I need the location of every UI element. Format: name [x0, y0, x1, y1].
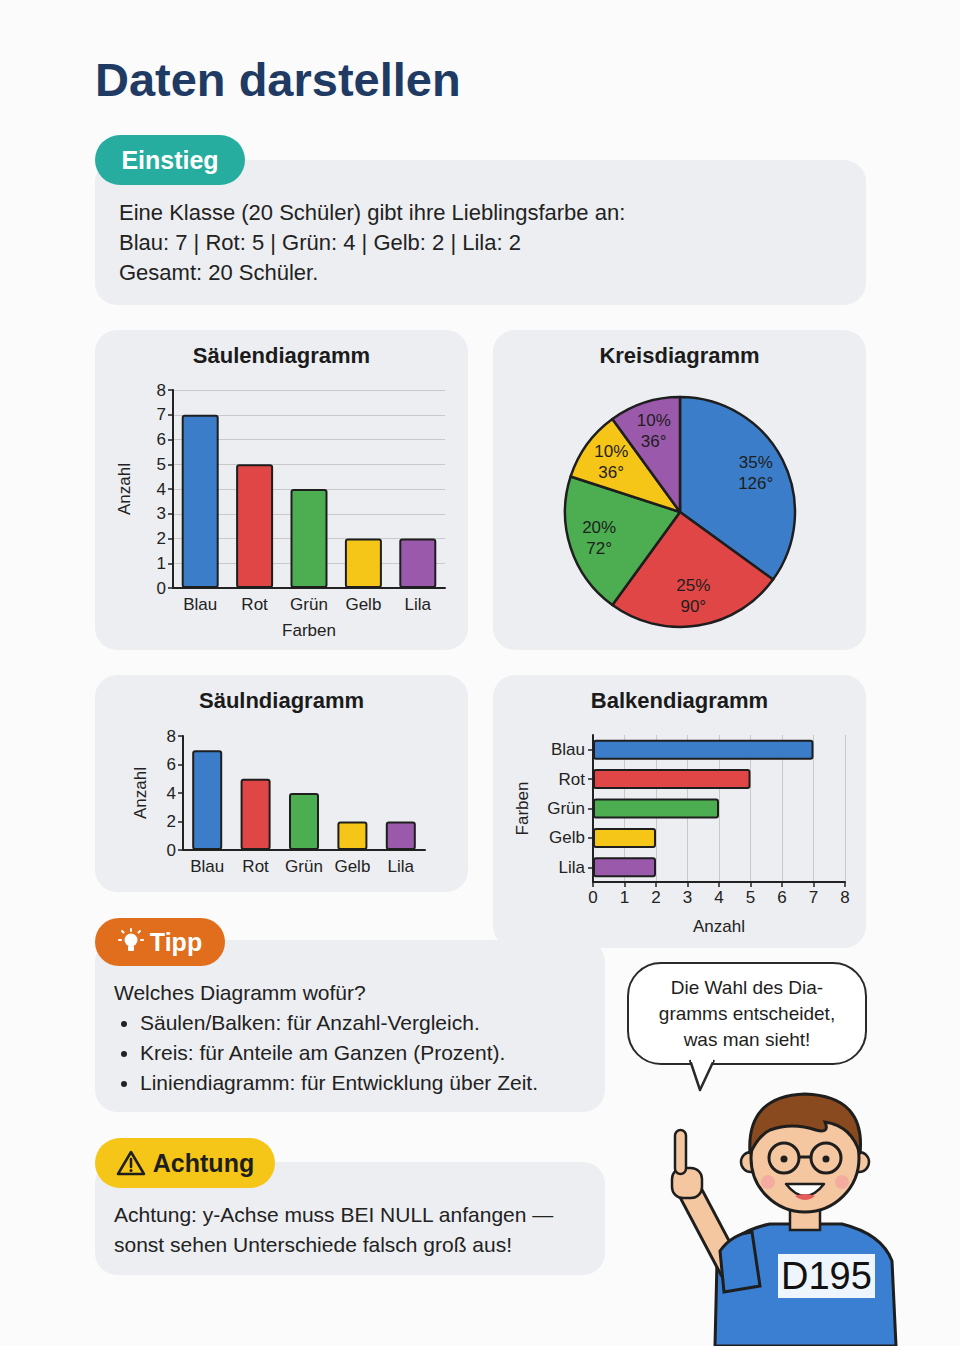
svg-text:Rot: Rot [242, 857, 269, 876]
svg-text:Lila: Lila [559, 858, 586, 877]
svg-text:10%: 10% [637, 411, 671, 430]
svg-text:Gelb: Gelb [549, 828, 585, 847]
svg-text:Gelb: Gelb [345, 595, 381, 614]
svg-text:2: 2 [651, 888, 660, 907]
html-text:Gesamt: 20 Schüler.: Gesamt: 20 Schüler. [119, 260, 319, 285]
svg-text:1: 1 [157, 554, 166, 573]
html-text:was man sieht!: was man sieht! [683, 1028, 811, 1050]
svg-text:4: 4 [157, 480, 166, 499]
html-text:Säulndiagramm: Säulndiagramm [199, 688, 364, 713]
html-text:Liniendiagramm: für Entwicklun: Liniendiagramm: für Entwicklung über Zei… [140, 1071, 538, 1094]
svg-text:Anzahl: Anzahl [115, 463, 134, 515]
svg-text:6: 6 [777, 888, 786, 907]
svg-text:0: 0 [157, 579, 166, 598]
svg-text:6: 6 [167, 755, 176, 774]
svg-text:5: 5 [746, 888, 755, 907]
svg-text:20%: 20% [582, 518, 616, 537]
html-text:Kreisdiagramm: Kreisdiagramm [599, 343, 760, 368]
svg-text:3: 3 [683, 888, 692, 907]
svg-text:3: 3 [157, 504, 166, 523]
html-text:Achtung: y-Achse muss BEI NULL: Achtung: y-Achse muss BEI NULL anfangen … [114, 1203, 554, 1226]
html-text:Eine Klasse (20 Schüler) gibt: Eine Klasse (20 Schüler) gibt ihre Liebl… [119, 200, 626, 225]
svg-text:Rot: Rot [241, 595, 268, 614]
svg-text:Grün: Grün [285, 857, 323, 876]
svg-text:2: 2 [157, 529, 166, 548]
html-text:Säulendiagramm: Säulendiagramm [192, 343, 371, 368]
html-text:Welches Diagramm wofür?: Welches Diagramm wofür? [114, 981, 366, 1004]
svg-text:Anzahl: Anzahl [693, 917, 745, 936]
svg-text:Lila: Lila [388, 857, 415, 876]
svg-text:8: 8 [157, 381, 166, 400]
html-text:Tipp: Tipp [149, 927, 203, 956]
svg-text:Gelb: Gelb [334, 857, 370, 876]
svg-text:6: 6 [157, 430, 166, 449]
svg-text:Blau: Blau [551, 740, 585, 759]
svg-text:Lila: Lila [405, 595, 432, 614]
svg-text:Farben: Farben [282, 621, 336, 640]
html-text:Kreis: für Anteile am Ganzen (: Kreis: für Anteile am Ganzen (Prozent). [140, 1041, 506, 1064]
svg-text:Blau: Blau [183, 595, 217, 614]
svg-text:Grün: Grün [547, 799, 585, 818]
html-text:D195: D195 [781, 1255, 872, 1297]
svg-text:0: 0 [167, 841, 176, 860]
svg-text:Farben: Farben [513, 782, 532, 836]
html-text:Säulen/Balken: für Anzahl-Verg: Säulen/Balken: für Anzahl-Vergleich. [140, 1011, 480, 1034]
svg-text:Anzahl: Anzahl [131, 767, 150, 819]
html-text:gramms entscheidet,: gramms entscheidet, [658, 1002, 836, 1024]
svg-text:0: 0 [588, 888, 597, 907]
svg-text:25%: 25% [676, 576, 710, 595]
html-text:sonst sehen Unterschiede falsc: sonst sehen Unterschiede falsch groß aus… [114, 1233, 512, 1256]
svg-text:5: 5 [157, 455, 166, 474]
svg-text:4: 4 [714, 888, 723, 907]
html-text:Achtung: Achtung [152, 1148, 255, 1177]
svg-text:Rot: Rot [559, 770, 586, 789]
svg-text:90°: 90° [680, 597, 706, 616]
html-text:Blau: 7 | Rot: 5 | Grün: 4 | G: Blau: 7 | Rot: 5 | Grün: 4 | Gelb: 2 | L… [119, 230, 521, 255]
svg-text:2: 2 [167, 812, 176, 831]
svg-text:10%: 10% [594, 442, 628, 461]
html-text:Die Wahl des Dia-: Die Wahl des Dia- [670, 976, 824, 998]
svg-text:8: 8 [840, 888, 849, 907]
svg-text:72°: 72° [586, 539, 612, 558]
svg-text:4: 4 [167, 784, 176, 803]
svg-text:36°: 36° [598, 463, 624, 482]
html-text:Einstieg: Einstieg [121, 145, 219, 174]
svg-text:7: 7 [809, 888, 818, 907]
html-text:Daten darstellen: Daten darstellen [95, 53, 461, 106]
svg-text:8: 8 [167, 727, 176, 746]
svg-text:Grün: Grün [290, 595, 328, 614]
svg-text:7: 7 [157, 405, 166, 424]
html-text:Balkendiagramm: Balkendiagramm [590, 688, 769, 713]
svg-text:Blau: Blau [190, 857, 224, 876]
svg-text:126°: 126° [738, 474, 773, 493]
svg-text:36°: 36° [641, 432, 667, 451]
svg-text:35%: 35% [739, 453, 773, 472]
svg-text:1: 1 [620, 888, 629, 907]
